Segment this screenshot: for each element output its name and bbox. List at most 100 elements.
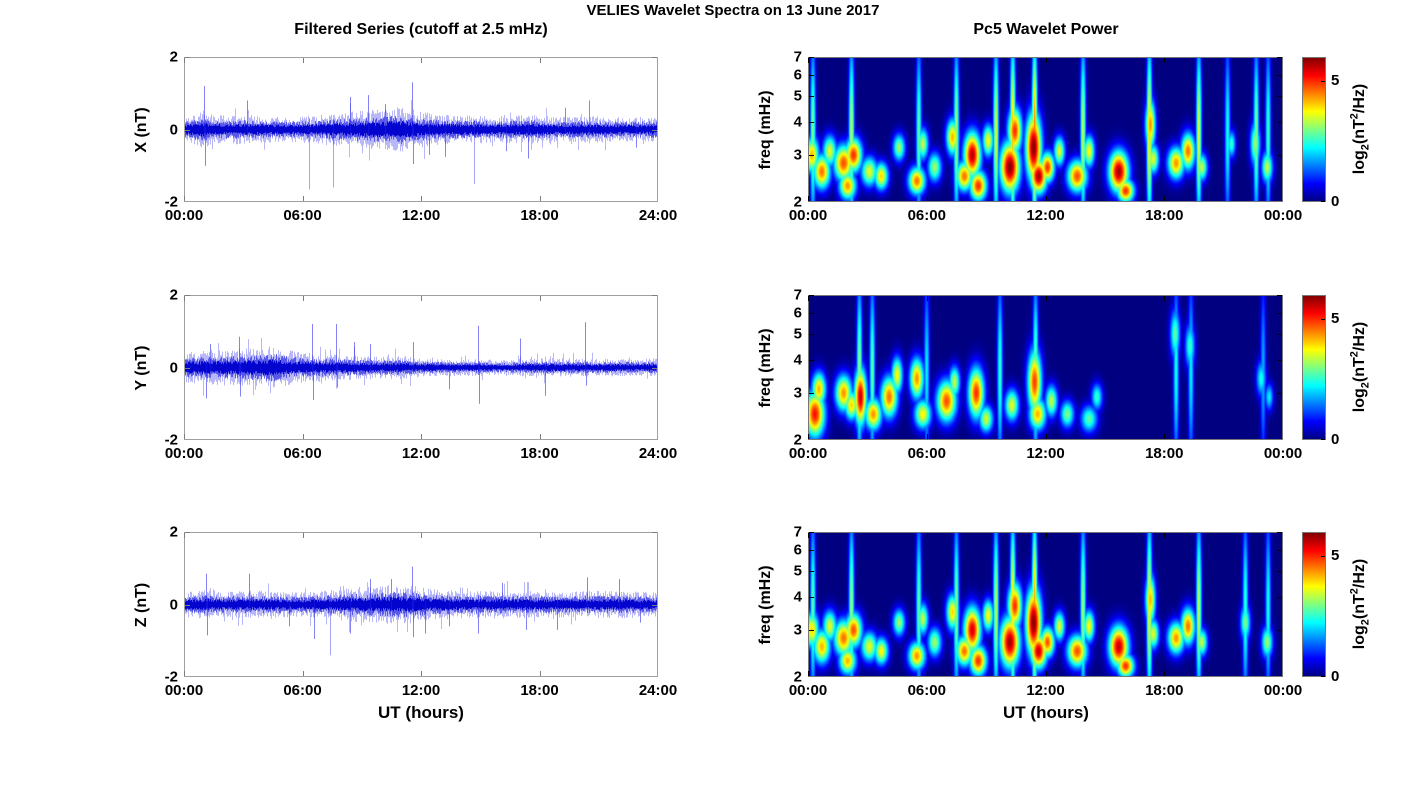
- x-tick-label: 00:00: [788, 445, 828, 462]
- colorbar-tick-label: 5: [1331, 547, 1340, 564]
- colorbar-label-sup: 2: [1348, 113, 1361, 120]
- x-tick-label: 24:00: [638, 445, 678, 462]
- colorbar-gradient: [1302, 57, 1326, 202]
- y-tick-label: 2: [169, 523, 178, 541]
- y-wavelet-spectrogram-canvas: [808, 295, 1283, 440]
- x-tick-label: 00:00: [1263, 682, 1303, 699]
- x-tick-label: 06:00: [907, 682, 946, 699]
- z-wavelet-spectrogram-canvas: [808, 532, 1283, 677]
- y-axis-label-x: X (nT): [133, 106, 150, 153]
- x-tick-label: 12:00: [1026, 445, 1065, 462]
- y-tick-label: 3: [793, 384, 802, 402]
- y-tick-label: 2: [793, 193, 802, 211]
- x-tick-label: 12:00: [1026, 682, 1065, 699]
- y-axis-label-y: Y (nT): [133, 344, 150, 391]
- x-tick-label: 00:00: [164, 682, 204, 699]
- colorbar-tick-label: 5: [1331, 310, 1340, 327]
- y-tick-label: 2: [793, 431, 802, 449]
- x-tick-label: 12:00: [1026, 207, 1065, 224]
- y-tick-label: 6: [793, 304, 802, 322]
- y-tick-label: 2: [169, 286, 178, 304]
- colorbar-label-mid: (nT: [1351, 594, 1369, 620]
- x-tick-label: 00:00: [1263, 445, 1303, 462]
- y-tick-label: 3: [793, 621, 802, 639]
- x-tick-label: 18:00: [520, 207, 559, 224]
- y-tick-label: 4: [793, 113, 802, 131]
- freq-axis-label: freq (mHz): [757, 564, 774, 645]
- x-wavelet-spectrogram-canvas: [808, 57, 1283, 202]
- z-filtered-series-canvas: [184, 532, 658, 677]
- colorbar-axis-label: log2(nT2/Hz): [1349, 559, 1372, 649]
- y-tick-label: 0: [169, 121, 178, 138]
- y-tick-label: 6: [793, 66, 802, 84]
- x-tick-label: 24:00: [638, 207, 678, 224]
- panel-x-filtered-series: X (nT) 00:00 06:00 12:00 18:00 24:00 -2 0 2: [133, 49, 677, 225]
- x-tick-label: 12:00: [401, 207, 441, 224]
- y-tick-label: -2: [164, 431, 178, 449]
- colorbar-label-sub: 2: [1359, 619, 1372, 626]
- colorbar-label-suffix: /Hz): [1351, 321, 1369, 352]
- y-tick-label: 2: [793, 668, 802, 686]
- x-filtered-series-canvas: [184, 57, 658, 202]
- x-tick-label: 00:00: [164, 445, 204, 462]
- colorbar-tick-label: 0: [1331, 431, 1340, 448]
- x-tick-label: 18:00: [1145, 682, 1184, 699]
- colorbar-label-suffix: /Hz): [1351, 83, 1369, 114]
- x-tick-label: 18:00: [520, 445, 559, 462]
- y-tick-label: 7: [793, 523, 802, 541]
- colorbar-label-prefix: log: [1351, 388, 1369, 413]
- panel-y-filtered-series: Y (nT) 00:00 06:00 12:00 18:00 24:00 -2 0 2: [133, 287, 677, 463]
- y-tick-label: 4: [793, 588, 802, 606]
- x-tick-label: 06:00: [907, 445, 946, 462]
- colorbar-label-sub: 2: [1359, 382, 1372, 389]
- colorbar-label-mid: (nT: [1351, 119, 1369, 145]
- y-tick-label: 0: [169, 359, 178, 376]
- panel-z-filtered-series: Z (nT) 00:00 06:00 12:00 18:00 24:00 -2 0 2: [133, 524, 677, 700]
- x-tick-label: 18:00: [1145, 445, 1184, 462]
- y-tick-label: 4: [793, 351, 802, 369]
- panel-x-wavelet-spectrogram: freq (mHz) 00:00 06:00 12:00 18:00 00:00 2 3 4 5…: [757, 49, 1302, 225]
- panel-y-wavelet-spectrogram: freq (mHz) 00:00 06:00 12:00 18:00 00:00 2 3 4 5…: [757, 287, 1302, 463]
- panel-z-wavelet-spectrogram: freq (mHz) 00:00 06:00 12:00 18:00 00:00 2 3 4 5…: [757, 524, 1302, 700]
- x-tick-label: 00:00: [788, 207, 828, 224]
- y-tick-label: 5: [793, 87, 802, 105]
- x-tick-label: 12:00: [401, 445, 441, 462]
- colorbar-gradient: [1302, 532, 1326, 677]
- y-tick-label: 7: [793, 48, 802, 66]
- y-tick-label: 2: [169, 48, 178, 66]
- colorbar-tick-label: 0: [1331, 668, 1340, 685]
- colorbar-label-prefix: log: [1351, 625, 1369, 650]
- x-tick-label: 06:00: [283, 682, 322, 699]
- colorbar-label-sup: 2: [1348, 351, 1361, 358]
- right-column-title: Pc5 Wavelet Power: [973, 21, 1119, 38]
- colorbar-z: 5 0 log2(nT2/Hz): [1302, 532, 1392, 685]
- colorbar-tick-label: 0: [1331, 193, 1340, 210]
- x-tick-label: 06:00: [283, 445, 322, 462]
- y-tick-label: -2: [164, 668, 178, 686]
- x-tick-label: 06:00: [283, 207, 322, 224]
- x-axis-label-right: UT (hours): [1003, 703, 1089, 722]
- colorbar-x: 5 0 log2(nT2/Hz): [1302, 57, 1392, 210]
- colorbar-label-suffix: /Hz): [1351, 558, 1369, 589]
- y-tick-label: 5: [793, 325, 802, 343]
- y-axis-label-z: Z (nT): [133, 582, 150, 627]
- x-tick-label: 18:00: [1145, 207, 1184, 224]
- colorbar-tick-label: 5: [1331, 72, 1340, 89]
- x-tick-label: 18:00: [520, 682, 559, 699]
- y-tick-label: 3: [793, 146, 802, 164]
- x-tick-label: 00:00: [788, 682, 828, 699]
- y-tick-label: 5: [793, 562, 802, 580]
- colorbar-label-prefix: log: [1351, 150, 1369, 175]
- colorbar-label-sub: 2: [1359, 144, 1372, 151]
- x-axis-label-left: UT (hours): [378, 703, 464, 722]
- left-column-title: Filtered Series (cutoff at 2.5 mHz): [294, 21, 548, 38]
- colorbar-label-mid: (nT: [1351, 357, 1369, 383]
- y-filtered-series-canvas: [184, 295, 658, 440]
- colorbar-gradient: [1302, 295, 1326, 440]
- y-tick-label: 7: [793, 286, 802, 304]
- colorbar-y: 5 0 log2(nT2/Hz): [1302, 295, 1392, 448]
- colorbar-axis-label: log2(nT2/Hz): [1349, 322, 1372, 412]
- figure-title: VELIES Wavelet Spectra on 13 June 2017: [586, 2, 880, 19]
- x-tick-label: 06:00: [907, 207, 946, 224]
